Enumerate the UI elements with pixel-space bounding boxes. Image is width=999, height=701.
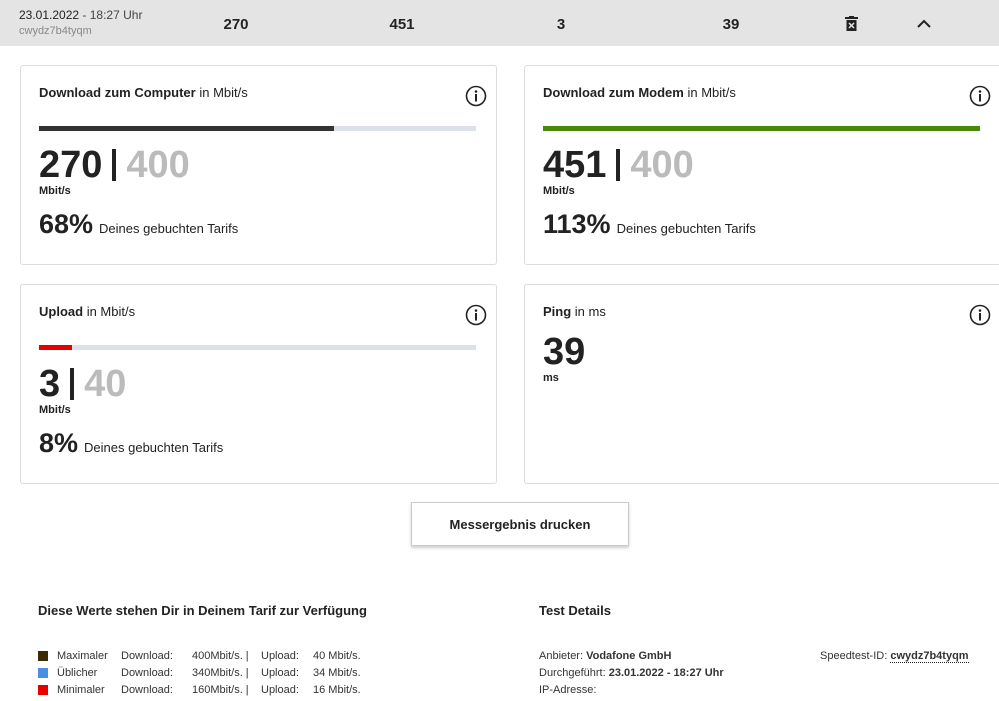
tariff-download-label: Download: bbox=[121, 684, 173, 696]
info-icon[interactable] bbox=[969, 304, 991, 326]
header-value: 270 bbox=[223, 16, 249, 33]
tariff-download: 400Mbit/s. | bbox=[192, 650, 249, 662]
legend-swatch bbox=[38, 651, 48, 661]
card-title-text: Download zum Computer bbox=[39, 85, 196, 100]
tariff-download-label: Download: bbox=[121, 650, 173, 662]
header-datetime: 23.01.2022 - 18:27 Uhr bbox=[19, 8, 142, 22]
delete-icon[interactable] bbox=[845, 16, 858, 31]
result-header[interactable]: 23.01.2022 - 18:27 Uhr cwydz7b4tyqm 270 … bbox=[0, 0, 999, 46]
legend-swatch bbox=[38, 668, 48, 678]
card-title: Upload in Mbit/s bbox=[39, 304, 135, 319]
card-unit-label: in Mbit/s bbox=[687, 85, 736, 100]
measured-value: 39 bbox=[543, 330, 586, 373]
tariff-title: Diese Werte stehen Dir in Deinem Tarif z… bbox=[38, 603, 367, 618]
percent-value: 68% bbox=[39, 209, 94, 239]
ip-label: IP-Adresse: bbox=[539, 684, 597, 696]
percent-value: 113% bbox=[543, 209, 611, 239]
progress-fill bbox=[39, 345, 72, 350]
card: Upload in Mbit/s 3 40 Mbit/s 8% Deines gebuch… bbox=[20, 284, 497, 484]
value-unit: Mbit/s bbox=[543, 185, 575, 197]
tariff-download-label: Download: bbox=[121, 667, 173, 679]
progress-track bbox=[39, 345, 476, 350]
print-button[interactable]: Messergebnis drucken bbox=[411, 502, 629, 546]
value-unit: Mbit/s bbox=[39, 404, 71, 416]
tariff-upload-label: Upload: bbox=[261, 650, 299, 662]
card-unit-label: in Mbit/s bbox=[199, 85, 248, 100]
separator bbox=[112, 149, 117, 181]
info-icon[interactable] bbox=[969, 85, 991, 107]
separator bbox=[616, 149, 621, 181]
progress-track bbox=[543, 126, 980, 131]
tariff-name: Maximaler bbox=[57, 650, 108, 662]
id-value[interactable]: cwydz7b4tyqm bbox=[890, 650, 969, 663]
value-unit: ms bbox=[543, 372, 559, 384]
card-title-text: Ping bbox=[543, 304, 572, 319]
tariff-max: 40 bbox=[84, 362, 127, 405]
tariff-name: Üblicher bbox=[57, 667, 98, 679]
header-value: 451 bbox=[389, 16, 415, 33]
header-date: 23.01.2022 bbox=[19, 8, 80, 22]
big-value: 39 bbox=[543, 331, 585, 373]
percent-text: Deines gebuchten Tarifs bbox=[99, 221, 239, 236]
card-unit-label: in ms bbox=[574, 304, 606, 319]
percent-text: Deines gebuchten Tarifs bbox=[616, 221, 756, 236]
details-title: Test Details bbox=[539, 603, 612, 618]
tariff-upload-label: Upload: bbox=[261, 684, 299, 696]
provider: Anbieter: Vodafone GmbH bbox=[539, 650, 671, 662]
header-id: cwydz7b4tyqm bbox=[19, 25, 92, 37]
info-icon[interactable] bbox=[465, 304, 487, 326]
header-value: 3 bbox=[556, 16, 566, 33]
card-unit-label: in Mbit/s bbox=[86, 304, 136, 319]
card-title: Download zum Computer in Mbit/s bbox=[39, 85, 248, 100]
tariff-max: 400 bbox=[126, 143, 190, 186]
tariff-max: 400 bbox=[630, 143, 694, 186]
collapse-icon[interactable] bbox=[916, 18, 932, 28]
tariff-download: 340Mbit/s. | bbox=[192, 667, 249, 679]
ip: IP-Adresse: bbox=[539, 684, 596, 696]
tariff-upload: 34 Mbit/s. bbox=[313, 667, 361, 679]
progress-fill bbox=[39, 126, 334, 131]
tariff-upload: 40 Mbit/s. bbox=[313, 650, 361, 662]
progress-fill bbox=[543, 126, 980, 131]
tariff-upload-label: Upload: bbox=[261, 667, 299, 679]
big-value: 3 40 bbox=[39, 363, 126, 405]
info-icon[interactable] bbox=[465, 85, 487, 107]
provider-label: Anbieter: bbox=[539, 650, 584, 662]
legend-swatch bbox=[38, 685, 48, 695]
percent-value: 8% bbox=[39, 428, 79, 458]
tariff-upload: 16 Mbit/s. bbox=[313, 684, 361, 696]
big-value: 451 400 bbox=[543, 144, 694, 186]
percent: 113% Deines gebuchten Tarifs bbox=[543, 209, 756, 240]
header-time: - 18:27 Uhr bbox=[82, 8, 143, 22]
progress-track bbox=[39, 126, 476, 131]
provider-value: Vodafone GmbH bbox=[586, 650, 672, 662]
card: Download zum Modem in Mbit/s 451 400 Mbit/s… bbox=[524, 65, 999, 265]
date-label: Durchgeführt: bbox=[539, 667, 606, 679]
percent: 8% Deines gebuchten Tarifs bbox=[39, 428, 223, 459]
tariff-name: Minimaler bbox=[57, 684, 105, 696]
separator bbox=[70, 368, 75, 400]
measured-value: 270 bbox=[39, 143, 103, 186]
card-title-text: Upload bbox=[39, 304, 84, 319]
id-label: Speedtest-ID: bbox=[820, 650, 888, 662]
card-title: Download zum Modem in Mbit/s bbox=[543, 85, 736, 100]
measured-value: 3 bbox=[39, 362, 61, 405]
performed: Durchgeführt: 23.01.2022 - 18:27 Uhr bbox=[539, 667, 724, 679]
percent-text: Deines gebuchten Tarifs bbox=[84, 440, 224, 455]
tariff-download: 160Mbit/s. | bbox=[192, 684, 249, 696]
card-title-text: Download zum Modem bbox=[543, 85, 684, 100]
big-value: 270 400 bbox=[39, 144, 190, 186]
card: Download zum Computer in Mbit/s 270 400 Mbi… bbox=[20, 65, 497, 265]
measured-value: 451 bbox=[543, 143, 607, 186]
percent: 68% Deines gebuchten Tarifs bbox=[39, 209, 238, 240]
date-value: 23.01.2022 - 18:27 Uhr bbox=[608, 667, 724, 679]
value-unit: Mbit/s bbox=[39, 185, 71, 197]
card-title: Ping in ms bbox=[543, 304, 606, 319]
header-value: 39 bbox=[722, 16, 740, 33]
card: Ping in ms 39 ms bbox=[524, 284, 999, 484]
speedtest-id: Speedtest-ID: cwydz7b4tyqm bbox=[820, 650, 969, 663]
